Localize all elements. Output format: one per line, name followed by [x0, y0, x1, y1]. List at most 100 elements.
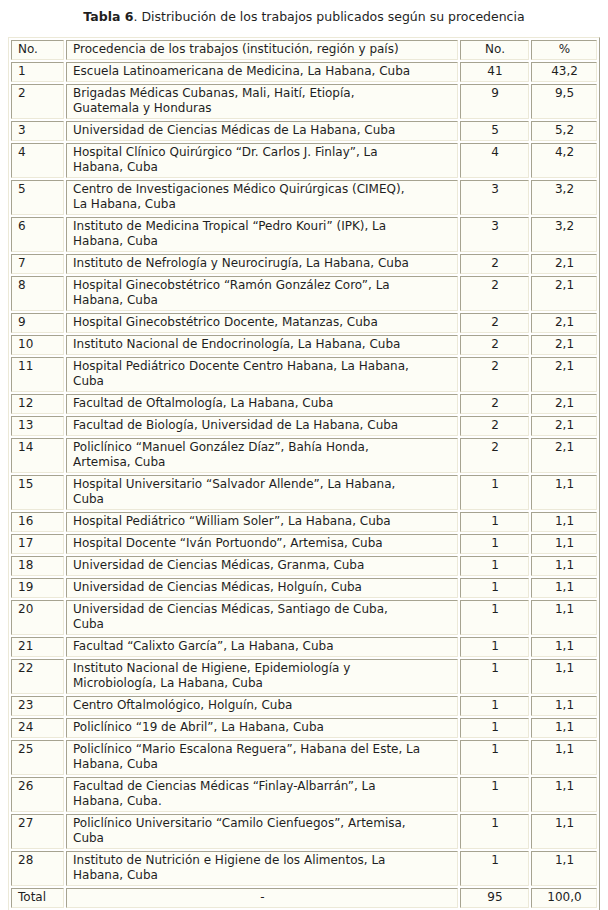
- row-institution-cell: Policlínico “Manuel González Díaz”, Bahí…: [66, 438, 458, 473]
- row-number-cell: 25: [11, 740, 64, 775]
- row-count-cell: 2: [460, 394, 529, 414]
- row-institution-cell: Facultad de Biología, Universidad de La …: [66, 416, 458, 436]
- table-row: 17 Hospital Docente “Iván Portuondo”, Ar…: [11, 534, 597, 554]
- row-institution-cell: Escuela Latinoamericana de Medicina, La …: [66, 62, 458, 82]
- table-row: 5 Centro de Investigaciones Médico Quirú…: [11, 180, 597, 215]
- row-number-cell: 23: [11, 696, 64, 716]
- table-row: 8 Hospital Ginecobstétrico “Ramón Gonzál…: [11, 276, 597, 311]
- row-number-cell: 18: [11, 556, 64, 576]
- row-number-cell: 10: [11, 335, 64, 355]
- row-percent-cell: 1,1: [531, 637, 597, 657]
- row-institution-cell: Policlínico “Mario Escalona Reguera”, Ha…: [66, 740, 458, 775]
- table-row: 14 Policlínico “Manuel González Díaz”, B…: [11, 438, 597, 473]
- header-count: No.: [460, 40, 529, 60]
- row-institution-cell: Hospital Pediátrico “William Soler”, La …: [66, 512, 458, 532]
- row-count-cell: 1: [460, 637, 529, 657]
- row-count-cell: 1: [460, 475, 529, 510]
- row-institution-cell: Instituto de Medicina Tropical “Pedro Ko…: [66, 217, 458, 252]
- row-number-cell: 13: [11, 416, 64, 436]
- header-percent: %: [531, 40, 597, 60]
- row-count-cell: 2: [460, 276, 529, 311]
- row-percent-cell: 9,5: [531, 84, 597, 119]
- row-count-cell: 1: [460, 814, 529, 849]
- row-count-cell: 3: [460, 217, 529, 252]
- row-percent-cell: 2,1: [531, 357, 597, 392]
- row-institution-cell: Hospital Ginecobstétrico Docente, Matanz…: [66, 313, 458, 333]
- row-number-cell: 11: [11, 357, 64, 392]
- row-number-cell: 19: [11, 578, 64, 598]
- row-institution-cell: Hospital Pediátrico Docente Centro Haban…: [66, 357, 458, 392]
- row-institution-cell: Brigadas Médicas Cubanas, Mali, Haití, E…: [66, 84, 458, 119]
- total-dash-cell: -: [66, 888, 458, 908]
- table-row: 21 Facultad “Calixto García”, La Habana,…: [11, 637, 597, 657]
- row-count-cell: 3: [460, 180, 529, 215]
- table-row: 16 Hospital Pediátrico “William Soler”, …: [11, 512, 597, 532]
- row-count-cell: 2: [460, 254, 529, 274]
- page: Tabla 6. Distribución de los trabajos pu…: [0, 0, 608, 910]
- row-number-cell: 5: [11, 180, 64, 215]
- row-institution-cell: Facultad “Calixto García”, La Habana, Cu…: [66, 637, 458, 657]
- row-count-cell: 41: [460, 62, 529, 82]
- table-row: 4 Hospital Clínico Quirúrgico “Dr. Carlo…: [11, 143, 597, 178]
- row-institution-cell: Universidad de Ciencias Médicas, Santiag…: [66, 600, 458, 635]
- table-caption-number: Tabla 6: [83, 9, 133, 24]
- row-institution-cell: Instituto de Nutrición e Higiene de los …: [66, 851, 458, 886]
- row-percent-cell: 1,1: [531, 777, 597, 812]
- row-institution-cell: Hospital Universitario “Salvador Allende…: [66, 475, 458, 510]
- row-number-cell: 8: [11, 276, 64, 311]
- table-row: 19 Universidad de Ciencias Médicas, Holg…: [11, 578, 597, 598]
- row-number-cell: 1: [11, 62, 64, 82]
- row-percent-cell: 1,1: [531, 718, 597, 738]
- table-row: 15 Hospital Universitario “Salvador Alle…: [11, 475, 597, 510]
- row-institution-cell: Policlínico Universitario “Camilo Cienfu…: [66, 814, 458, 849]
- row-count-cell: 9: [460, 84, 529, 119]
- row-count-cell: 1: [460, 556, 529, 576]
- row-institution-cell: Instituto de Nefrología y Neurocirugía, …: [66, 254, 458, 274]
- row-institution-cell: Facultad de Oftalmología, La Habana, Cub…: [66, 394, 458, 414]
- row-count-cell: 2: [460, 313, 529, 333]
- row-percent-cell: 43,2: [531, 62, 597, 82]
- row-percent-cell: 2,1: [531, 438, 597, 473]
- row-number-cell: 21: [11, 637, 64, 657]
- row-institution-cell: Policlínico “19 de Abril”, La Habana, Cu…: [66, 718, 458, 738]
- row-count-cell: 1: [460, 578, 529, 598]
- table-row: 20 Universidad de Ciencias Médicas, Sant…: [11, 600, 597, 635]
- row-count-cell: 2: [460, 416, 529, 436]
- row-percent-cell: 2,1: [531, 394, 597, 414]
- row-count-cell: 2: [460, 438, 529, 473]
- table-row: 24 Policlínico “19 de Abril”, La Habana,…: [11, 718, 597, 738]
- row-count-cell: 4: [460, 143, 529, 178]
- table-row: 1 Escuela Latinoamericana de Medicina, L…: [11, 62, 597, 82]
- row-count-cell: 5: [460, 121, 529, 141]
- table-row: 13 Facultad de Biología, Universidad de …: [11, 416, 597, 436]
- row-percent-cell: 1,1: [531, 600, 597, 635]
- row-count-cell: 1: [460, 851, 529, 886]
- row-institution-cell: Instituto Nacional de Endocrinología, La…: [66, 335, 458, 355]
- row-percent-cell: 1,1: [531, 534, 597, 554]
- row-number-cell: 16: [11, 512, 64, 532]
- row-institution-cell: Centro de Investigaciones Médico Quirúrg…: [66, 180, 458, 215]
- procedencia-table: No. Procedencia de los trabajos (institu…: [8, 37, 600, 910]
- row-institution-cell: Hospital Ginecobstétrico “Ramón González…: [66, 276, 458, 311]
- table-row: 18 Universidad de Ciencias Médicas, Gran…: [11, 556, 597, 576]
- total-count-cell: 95: [460, 888, 529, 908]
- table-row: 10 Instituto Nacional de Endocrinología,…: [11, 335, 597, 355]
- row-number-cell: 15: [11, 475, 64, 510]
- row-number-cell: 6: [11, 217, 64, 252]
- header-row: No. Procedencia de los trabajos (institu…: [11, 40, 597, 60]
- row-count-cell: 1: [460, 600, 529, 635]
- row-institution-cell: Universidad de Ciencias Médicas de La Ha…: [66, 121, 458, 141]
- row-percent-cell: 2,1: [531, 313, 597, 333]
- row-institution-cell: Universidad de Ciencias Médicas, Holguín…: [66, 578, 458, 598]
- row-count-cell: 2: [460, 357, 529, 392]
- row-number-cell: 7: [11, 254, 64, 274]
- row-count-cell: 1: [460, 740, 529, 775]
- header-procedencia: Procedencia de los trabajos (institución…: [66, 40, 458, 60]
- row-percent-cell: 1,1: [531, 740, 597, 775]
- table-row: 11 Hospital Pediátrico Docente Centro Ha…: [11, 357, 597, 392]
- row-number-cell: 24: [11, 718, 64, 738]
- row-percent-cell: 1,1: [531, 696, 597, 716]
- row-number-cell: 14: [11, 438, 64, 473]
- table-row: 7 Instituto de Nefrología y Neurocirugía…: [11, 254, 597, 274]
- row-institution-cell: Hospital Docente “Iván Portuondo”, Artem…: [66, 534, 458, 554]
